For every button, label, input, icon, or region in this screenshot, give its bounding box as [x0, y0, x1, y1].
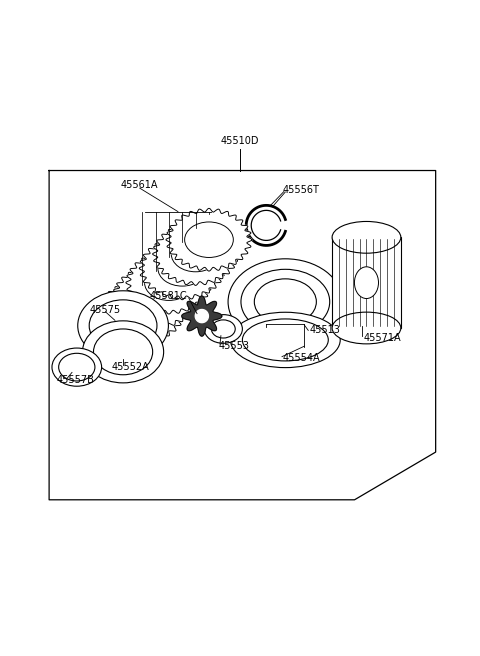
Text: 45554A: 45554A	[283, 352, 321, 363]
Text: 45581C: 45581C	[150, 291, 188, 300]
Ellipse shape	[94, 329, 153, 375]
Polygon shape	[139, 237, 225, 300]
Polygon shape	[332, 237, 401, 328]
Ellipse shape	[131, 279, 180, 315]
Ellipse shape	[230, 312, 340, 367]
Polygon shape	[182, 296, 222, 336]
Ellipse shape	[204, 315, 242, 343]
Text: 45571A: 45571A	[363, 333, 401, 342]
Text: 45510D: 45510D	[221, 136, 259, 146]
Ellipse shape	[158, 251, 206, 286]
Ellipse shape	[228, 259, 343, 344]
Text: 45553: 45553	[218, 341, 250, 351]
Polygon shape	[195, 310, 208, 323]
Ellipse shape	[118, 293, 167, 329]
Ellipse shape	[59, 354, 95, 381]
Text: 45552A: 45552A	[111, 362, 149, 372]
Text: 45556T: 45556T	[283, 184, 320, 195]
Ellipse shape	[78, 291, 168, 360]
Text: 45557B: 45557B	[56, 375, 94, 386]
Text: 45561A: 45561A	[121, 180, 158, 190]
Ellipse shape	[332, 222, 401, 253]
Polygon shape	[166, 209, 252, 271]
Ellipse shape	[241, 270, 330, 334]
Ellipse shape	[242, 319, 328, 361]
Text: 45513: 45513	[309, 325, 340, 335]
Polygon shape	[99, 280, 185, 342]
Ellipse shape	[354, 267, 379, 298]
Ellipse shape	[171, 236, 220, 272]
Polygon shape	[126, 251, 212, 314]
Text: 45575: 45575	[90, 305, 121, 315]
Ellipse shape	[254, 279, 316, 325]
Ellipse shape	[144, 265, 193, 300]
Ellipse shape	[332, 312, 401, 344]
Ellipse shape	[83, 321, 164, 383]
Polygon shape	[113, 266, 199, 329]
Ellipse shape	[52, 348, 102, 386]
Ellipse shape	[211, 320, 235, 338]
Polygon shape	[153, 222, 239, 285]
Ellipse shape	[185, 222, 233, 257]
Ellipse shape	[89, 300, 157, 352]
